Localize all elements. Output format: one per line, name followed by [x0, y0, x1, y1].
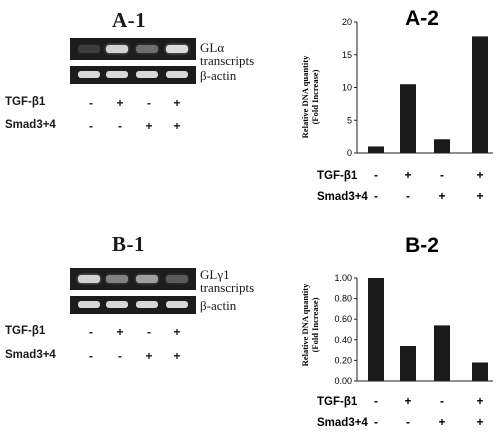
gel-b1-top-label-line1: GLγ1	[200, 267, 230, 282]
band-b1-lane2	[106, 275, 128, 283]
gel-a1-glalpha	[70, 38, 196, 60]
chart-a2-row2-sign-4: +	[476, 189, 483, 203]
chart-b2-ytick-label: 0.00	[334, 376, 352, 386]
chart-b2-ylabel-line1: Relative DNA quantity	[300, 283, 310, 366]
a1-row1-sign-1: -	[89, 96, 93, 110]
chart-a2-bar-1	[368, 146, 384, 153]
chart-a2-ytick-label: 15	[342, 50, 352, 60]
chart-a2-row2-label: Smad3+4	[317, 191, 368, 203]
actin-band-a1-lane3	[136, 71, 158, 78]
b1-row2-sign-1: -	[89, 349, 93, 363]
chart-b2-title: B-2	[405, 234, 439, 257]
chart-a2-row1-sign-2: +	[404, 168, 411, 182]
gel-a1-top-label-line1: GLα	[200, 40, 225, 55]
b1-row1-sign-4: +	[173, 325, 181, 339]
gel-a1-bottom-label: β-actin	[200, 68, 237, 83]
chart-a2-title: A-2	[405, 7, 439, 30]
chart-b2-ytick-label: 1.00	[334, 273, 352, 283]
chart-a2-row1-label: TGF-β1	[317, 170, 358, 182]
chart-b2-row1-label: TGF-β1	[317, 396, 358, 408]
gel-b1-bottom-label: β-actin	[200, 298, 237, 313]
chart-b2-bar-3	[434, 325, 450, 381]
chart-b2: B-2 Relative DNA quantity (Fold Increase…	[300, 234, 493, 429]
chart-a2-row1-sign-4: +	[476, 168, 483, 182]
gel-b1-actin	[70, 296, 196, 314]
chart-a2-row2-sign-1: -	[374, 189, 378, 203]
b1-row2-sign-4: +	[173, 349, 181, 363]
chart-a2-bar-2	[400, 84, 416, 153]
chart-b2-row2-sign-2: -	[406, 415, 410, 429]
b1-row1-sign-3: -	[147, 325, 151, 339]
chart-b2-bar-1	[368, 278, 384, 381]
a1-row1-sign-3: -	[147, 96, 151, 110]
chart-a2-ytick-label: 0	[347, 148, 352, 158]
chart-a2-row2-sign-3: +	[438, 189, 445, 203]
gel-b1-top-label: GLγ1 transcripts	[200, 268, 254, 294]
band-b1-lane4	[166, 275, 188, 283]
chart-a2-ytick-label: 5	[347, 115, 352, 125]
b1-row1-sign-2: +	[116, 325, 124, 339]
gel-a1-actin	[70, 66, 196, 84]
band-a1-lane4	[166, 45, 188, 53]
band-b1-lane3	[136, 275, 158, 283]
chart-a2-row2-sign-2: -	[406, 189, 410, 203]
chart-a2-ytick-label: 20	[342, 17, 352, 27]
chart-b2-ytick-label: 0.80	[334, 294, 352, 304]
chart-b2-bar-4	[472, 362, 488, 381]
chart-a2-ylabel-line1: Relative DNA quantity	[300, 55, 310, 138]
b1-row2-label: Smad3+4	[5, 349, 56, 361]
actin-band-a1-lane1	[78, 71, 100, 78]
chart-b2-ytick-label: 0.40	[334, 335, 352, 345]
band-a1-lane1	[78, 45, 100, 53]
gel-a1-top-label-line2: transcripts	[200, 53, 255, 68]
b1-row2-sign-2: -	[118, 349, 122, 363]
b1-row1-sign-1: -	[89, 325, 93, 339]
actin-band-b1-lane4	[166, 301, 188, 308]
chart-b2-ytick-label: 0.60	[334, 314, 352, 324]
b1-row1-label: TGF-β1	[5, 325, 46, 337]
actin-band-a1-lane4	[166, 71, 188, 78]
gel-a1-top-label: GLα transcripts	[200, 41, 254, 67]
a1-row2-sign-1: -	[89, 119, 93, 133]
chart-a2-row1-sign-3: -	[440, 168, 444, 182]
chart-a2-ytick-label: 10	[342, 83, 352, 93]
chart-b2-ylabel-line2: (Fold Increase)	[310, 297, 320, 352]
a1-row2-sign-4: +	[173, 119, 181, 133]
chart-b2-row1-sign-2: +	[404, 394, 411, 408]
actin-band-b1-lane1	[78, 301, 100, 308]
a1-row1-sign-4: +	[173, 96, 181, 110]
chart-b2-row1-sign-3: -	[440, 394, 444, 408]
chart-b2-row2-label: Smad3+4	[317, 417, 368, 429]
chart-b2-row1-sign-1: -	[374, 394, 378, 408]
a1-row2-sign-2: -	[118, 119, 122, 133]
actin-band-a1-lane2	[106, 71, 128, 78]
actin-band-b1-lane2	[106, 301, 128, 308]
chart-a2: A-2 Relative DNA quantity (Fold Increase…	[300, 7, 493, 203]
band-a1-lane3	[136, 45, 158, 53]
gel-b1-top-label-line2: transcripts	[200, 280, 255, 295]
band-b1-lane1	[78, 275, 100, 283]
a1-row1-label: TGF-β1	[5, 96, 46, 108]
chart-b2-row1-sign-4: +	[476, 394, 483, 408]
chart-b2-row2-sign-3: +	[438, 415, 445, 429]
a1-row2-sign-3: +	[145, 119, 153, 133]
chart-b2-row2-sign-1: -	[374, 415, 378, 429]
chart-a2-ylabel-line2: (Fold Increase)	[310, 69, 320, 124]
a1-row2-label: Smad3+4	[5, 119, 56, 131]
panel-a1-title: A-1	[112, 8, 147, 32]
b1-row2-sign-3: +	[145, 349, 153, 363]
chart-a2-bar-4	[472, 36, 488, 153]
band-a1-lane2	[106, 45, 128, 53]
chart-a2-row1-sign-1: -	[374, 168, 378, 182]
chart-b2-ytick-label: 0.20	[334, 355, 352, 365]
chart-b2-bar-2	[400, 345, 416, 381]
actin-band-b1-lane3	[136, 301, 158, 308]
chart-b2-row2-sign-4: +	[476, 415, 483, 429]
panel-b1-title: B-1	[112, 232, 145, 256]
gel-b1-glgamma	[70, 268, 196, 290]
a1-row1-sign-2: +	[116, 96, 124, 110]
chart-a2-bar-3	[434, 139, 450, 153]
